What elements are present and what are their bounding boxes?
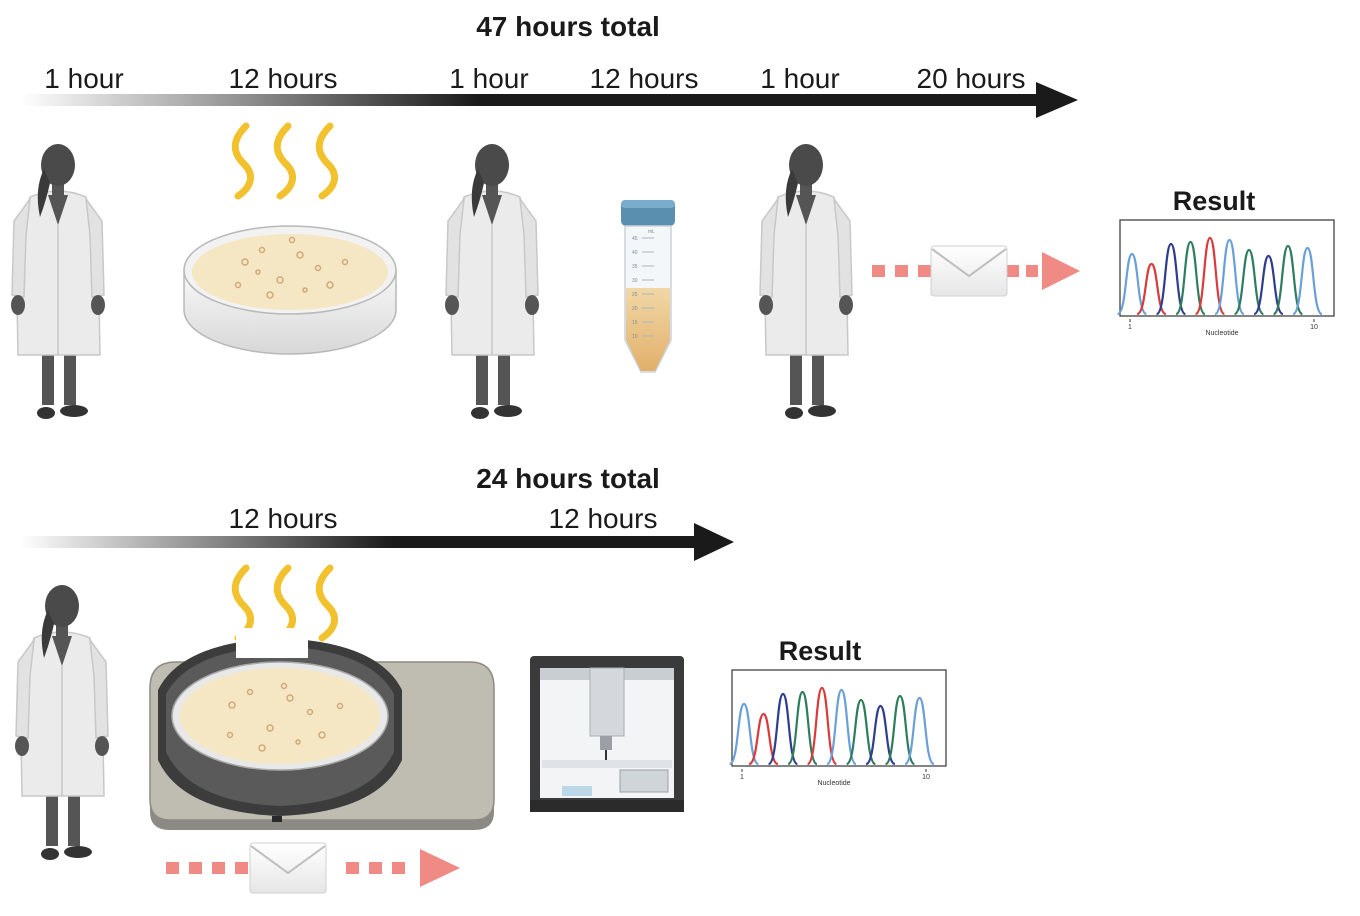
chromatogram-peak	[1116, 252, 1148, 316]
chromatogram-peak	[1292, 246, 1323, 316]
result-label-bottom: Result	[779, 636, 862, 666]
tube-grad-label: 30	[632, 278, 638, 284]
envelope-icon	[930, 245, 1008, 297]
tube-grad-label: 20	[632, 306, 638, 312]
step-duration-label: 12 hours	[590, 63, 699, 94]
chromatogram-peak	[1214, 238, 1245, 316]
envelope-icon	[249, 842, 327, 894]
step-duration-label: 12 hours	[229, 63, 338, 94]
chromatogram-axis-label: Nucleotide	[1205, 330, 1238, 337]
chromatogram-peak	[845, 698, 877, 766]
chromatogram-icon	[728, 669, 947, 772]
incubator-device-icon	[149, 628, 495, 830]
chromatogram-peak	[884, 694, 916, 766]
total-label-bottom: 24 hours total	[476, 463, 660, 494]
heat-waves-icon	[235, 126, 334, 196]
conical-tube-icon: 45 40 35 30 25 20 15 10 mL	[621, 200, 675, 373]
chromatogram-peak	[806, 686, 838, 766]
step-duration-label: 1 hour	[449, 63, 528, 94]
chromatogram-tick-start: 1	[1128, 324, 1132, 331]
chromatogram-tick-end: 10	[922, 774, 930, 781]
chromatogram-peak	[1194, 236, 1226, 316]
chromatogram-peak	[1175, 240, 1206, 316]
timeline-arrow-bottom	[20, 523, 734, 561]
chromatogram-peaks	[1116, 236, 1323, 316]
chromatogram-peak	[1272, 244, 1304, 316]
scientist-icon	[758, 143, 854, 420]
step-duration-label: 20 hours	[917, 63, 1026, 94]
tube-grad-label: 35	[632, 264, 638, 270]
chromatogram-peak	[728, 702, 760, 766]
step-duration-label: 1 hour	[44, 63, 123, 94]
chromatogram-peak	[1253, 254, 1284, 316]
scientist-icon	[10, 143, 106, 420]
tube-grad-label: 25	[632, 292, 638, 298]
tube-grad-label: 10	[632, 334, 638, 340]
step-duration-label: 1 hour	[760, 63, 839, 94]
petri-dish-icon	[183, 225, 397, 355]
chromatogram-peak	[826, 688, 857, 766]
chromatogram-peak	[1136, 262, 1167, 316]
chromatogram-peak	[787, 690, 818, 766]
step-duration-label: 12 hours	[229, 503, 338, 534]
tube-unit-label: mL	[648, 229, 655, 235]
scientist-icon	[14, 584, 110, 861]
mail-path-bottom	[166, 842, 460, 894]
chromatogram-peaks	[728, 686, 935, 766]
heat-waves-icon	[235, 568, 334, 638]
chromatogram-peak	[904, 696, 935, 766]
timeline-arrow-top	[20, 82, 1078, 118]
step-duration-label: 12 hours	[549, 503, 658, 534]
liquid-handler-icon	[530, 656, 684, 812]
chromatogram-peak	[748, 712, 779, 766]
chromatogram-tick-end: 10	[1310, 324, 1318, 331]
tube-grad-label: 45	[632, 236, 638, 242]
chromatogram-peak	[865, 704, 896, 766]
chromatogram-icon	[1116, 219, 1335, 322]
chromatogram-peak	[767, 692, 799, 766]
total-label-top: 47 hours total	[476, 11, 660, 42]
chromatogram-peak	[1155, 242, 1187, 316]
tube-grad-label: 15	[632, 320, 638, 326]
chromatogram-axis-label: Nucleotide	[817, 780, 850, 787]
tube-grad-label: 40	[632, 250, 638, 256]
scientist-icon	[444, 143, 540, 420]
chromatogram-tick-start: 1	[740, 774, 744, 781]
chromatogram-peak	[1233, 248, 1265, 316]
result-label-top: Result	[1173, 186, 1256, 216]
mail-path-top	[872, 245, 1080, 297]
